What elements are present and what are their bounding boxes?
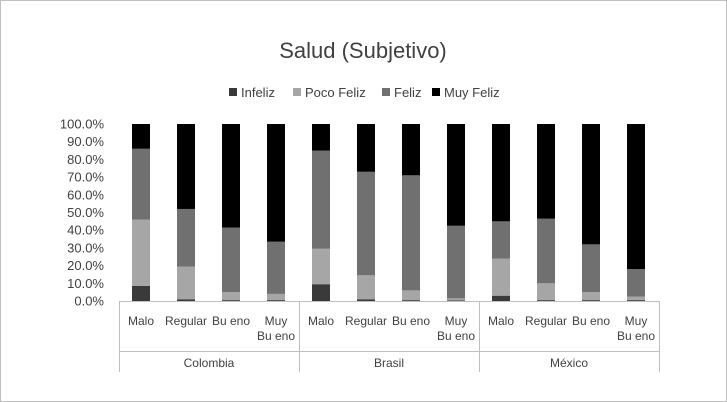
legend-label-4: Muy Feliz: [444, 85, 500, 100]
bar-segment-muy-feliz: [312, 124, 330, 151]
bar-segment-infeliz: [267, 300, 285, 301]
bar-segment-infeliz: [312, 284, 330, 301]
bar-segment-feliz: [222, 227, 240, 293]
x-category-label: Bu eno: [257, 329, 295, 343]
legend-swatch-1: [229, 88, 237, 96]
bar-segment-infeliz: [537, 300, 555, 301]
bar-segment-feliz: [492, 221, 510, 259]
x-category-label: Regular: [345, 314, 387, 328]
bar-segment-poco-feliz: [357, 275, 375, 300]
bar-segment-muy-feliz: [582, 124, 600, 245]
bar-segment-feliz: [177, 208, 195, 267]
bar-segment-feliz: [582, 244, 600, 293]
bar-segment-poco-feliz: [582, 292, 600, 301]
bar-segment-feliz: [627, 269, 645, 297]
x-category-label: Regular: [525, 314, 567, 328]
bar-segment-muy-feliz: [492, 124, 510, 222]
x-category-label: Malo: [488, 314, 514, 328]
bar-segment-muy-feliz: [222, 124, 240, 228]
bar-segment-feliz: [537, 218, 555, 284]
bar-segment-muy-feliz: [132, 124, 150, 149]
bar-segment-poco-feliz: [492, 258, 510, 296]
bar-segment-infeliz: [177, 299, 195, 301]
bar-segment-muy-feliz: [177, 124, 195, 209]
bar-segment-feliz: [402, 175, 420, 291]
bar-segment-feliz: [267, 241, 285, 294]
y-tick-label: 0.0%: [74, 294, 104, 309]
bar-segment-muy-feliz: [402, 124, 420, 176]
x-category-label: Muy: [445, 314, 468, 328]
bar-segment-feliz: [447, 225, 465, 299]
x-category-label: Muy: [265, 314, 288, 328]
bar-segment-poco-feliz: [267, 293, 285, 301]
bar-segment-infeliz: [402, 300, 420, 301]
legend-label-2: Poco Feliz: [305, 85, 366, 100]
legend-swatch-4: [432, 88, 440, 96]
x-category-label: Bu eno: [572, 314, 610, 328]
legend-label-1: Infeliz: [241, 85, 275, 100]
bar-segment-muy-feliz: [267, 124, 285, 242]
legend: Infeliz Poco Feliz Feliz Muy Feliz: [229, 85, 500, 100]
y-tick-label: 90.0%: [67, 134, 104, 149]
legend-label-3: Feliz: [394, 85, 421, 100]
bar-segment-poco-feliz: [132, 219, 150, 286]
y-tick-label: 40.0%: [67, 223, 104, 238]
x-category-label: Bu eno: [617, 329, 655, 343]
y-tick-label: 60.0%: [67, 187, 104, 202]
bar-segment-muy-feliz: [447, 124, 465, 226]
bar-segment-poco-feliz: [627, 296, 645, 301]
x-category-label: Malo: [308, 314, 334, 328]
bar-segment-infeliz: [357, 299, 375, 301]
x-category-label: Regular: [165, 314, 207, 328]
bar-segment-feliz: [357, 171, 375, 276]
x-category-label: Bu eno: [437, 329, 475, 343]
bar-segment-muy-feliz: [627, 124, 645, 270]
y-axis: 0.0% 10.0% 20.0% 30.0% 40.0% 50.0% 60.0% 70.0% 8…: [60, 117, 105, 309]
bar-segment-poco-feliz: [177, 266, 195, 300]
chart-title: Salud (Subjetivo): [279, 38, 447, 63]
bar-segment-infeliz: [132, 285, 150, 301]
bar-segment-infeliz: [582, 300, 600, 301]
y-tick-label: 100.0%: [60, 117, 105, 132]
bar-segment-muy-feliz: [537, 124, 555, 219]
y-tick-label: 30.0%: [67, 240, 104, 255]
x-category-label: Bu eno: [212, 314, 250, 328]
x-category-label: Malo: [128, 314, 154, 328]
x-group-label: Colombia: [184, 356, 235, 370]
bar-segment-poco-feliz: [447, 298, 465, 301]
x-group-label: Brasil: [374, 356, 404, 370]
x-category-label: Bu eno: [392, 314, 430, 328]
bar-segment-feliz: [132, 148, 150, 220]
bar-segment-poco-feliz: [222, 292, 240, 301]
y-tick-label: 80.0%: [67, 152, 104, 167]
bar-segment-infeliz: [447, 300, 465, 301]
bar-segment-infeliz: [627, 300, 645, 301]
bar-segment-muy-feliz: [357, 124, 375, 172]
x-group-label: México: [550, 356, 588, 370]
y-tick-label: 50.0%: [67, 205, 104, 220]
bar-segment-infeliz: [492, 295, 510, 301]
bar-segment-feliz: [312, 150, 330, 249]
y-tick-label: 10.0%: [67, 276, 104, 291]
bar-segment-poco-feliz: [537, 283, 555, 301]
bar-segment-poco-feliz: [312, 248, 330, 285]
bar-segment-infeliz: [222, 300, 240, 301]
y-tick-label: 70.0%: [67, 170, 104, 185]
legend-swatch-3: [382, 88, 390, 96]
x-category-label: Muy: [625, 314, 648, 328]
bars: [132, 124, 645, 301]
y-tick-label: 20.0%: [67, 258, 104, 273]
legend-swatch-2: [293, 88, 301, 96]
bar-segment-poco-feliz: [402, 290, 420, 301]
